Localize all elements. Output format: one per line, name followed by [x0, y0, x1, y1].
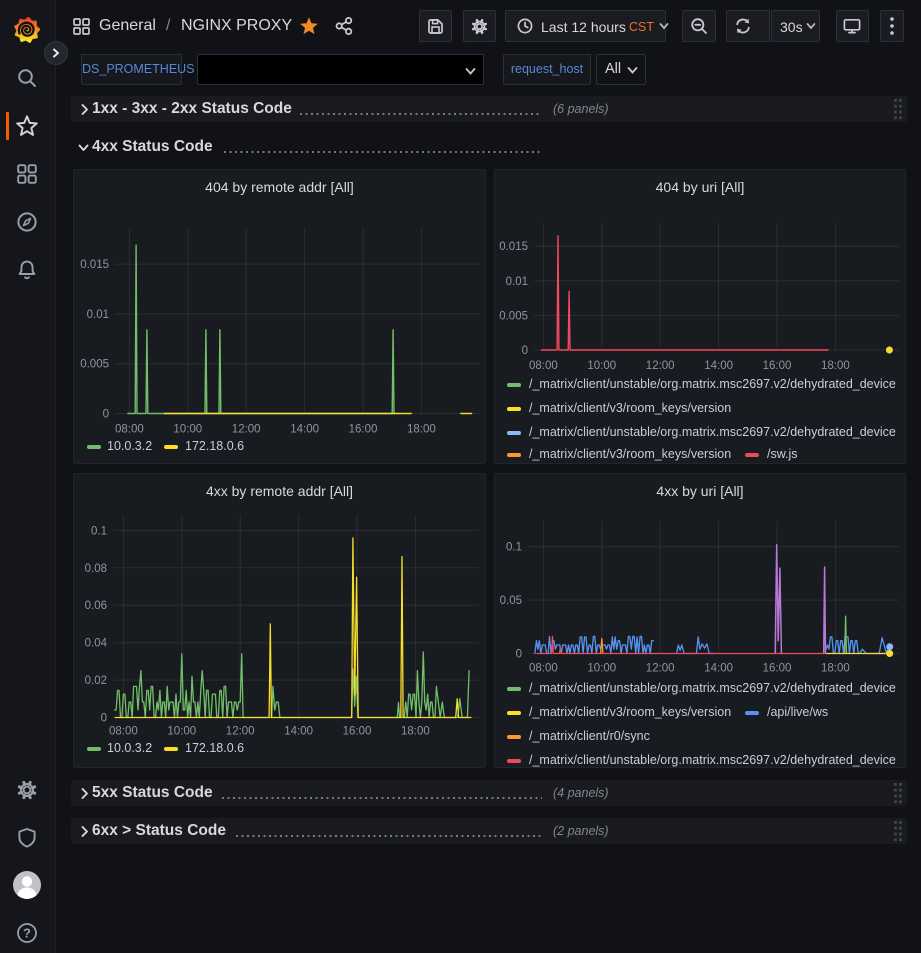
- svg-text:16:00: 16:00: [343, 726, 372, 738]
- svg-text:08:00: 08:00: [529, 663, 558, 675]
- svg-text:12:00: 12:00: [226, 726, 255, 738]
- svg-text:18:00: 18:00: [407, 424, 436, 436]
- svg-text:0: 0: [516, 649, 522, 661]
- svg-text:08:00: 08:00: [529, 360, 558, 372]
- svg-text:0.01: 0.01: [87, 309, 109, 321]
- svg-text:10:00: 10:00: [173, 424, 202, 436]
- svg-text:16:00: 16:00: [763, 360, 792, 372]
- svg-text:0.005: 0.005: [80, 359, 109, 371]
- svg-text:12:00: 12:00: [232, 424, 261, 436]
- svg-text:18:00: 18:00: [821, 663, 850, 675]
- svg-text:08:00: 08:00: [109, 726, 138, 738]
- svg-text:14:00: 14:00: [284, 726, 313, 738]
- svg-text:18:00: 18:00: [401, 726, 430, 738]
- svg-text:?: ?: [23, 926, 31, 941]
- svg-text:14:00: 14:00: [704, 360, 733, 372]
- svg-text:10:00: 10:00: [167, 726, 196, 738]
- svg-text:0.015: 0.015: [499, 241, 528, 253]
- svg-text:18:00: 18:00: [821, 360, 850, 372]
- svg-text:0: 0: [101, 713, 107, 725]
- svg-text:0.08: 0.08: [85, 563, 107, 575]
- svg-text:0.1: 0.1: [506, 542, 522, 554]
- svg-text:12:00: 12:00: [646, 360, 675, 372]
- svg-text:16:00: 16:00: [349, 424, 378, 436]
- svg-text:12:00: 12:00: [646, 663, 675, 675]
- svg-text:0: 0: [522, 345, 528, 357]
- svg-text:0: 0: [103, 409, 109, 421]
- svg-text:0.01: 0.01: [506, 276, 528, 288]
- svg-text:10:00: 10:00: [587, 663, 616, 675]
- svg-text:14:00: 14:00: [290, 424, 319, 436]
- svg-text:0.04: 0.04: [85, 638, 108, 650]
- svg-text:0.05: 0.05: [500, 595, 522, 607]
- svg-text:0.06: 0.06: [85, 600, 107, 612]
- svg-text:0.1: 0.1: [91, 525, 107, 537]
- svg-text:0.015: 0.015: [80, 259, 109, 271]
- svg-text:0.02: 0.02: [85, 675, 107, 687]
- svg-text:10:00: 10:00: [587, 360, 616, 372]
- svg-text:14:00: 14:00: [704, 663, 733, 675]
- svg-text:16:00: 16:00: [763, 663, 792, 675]
- svg-text:0.005: 0.005: [499, 310, 528, 322]
- svg-text:08:00: 08:00: [115, 424, 144, 436]
